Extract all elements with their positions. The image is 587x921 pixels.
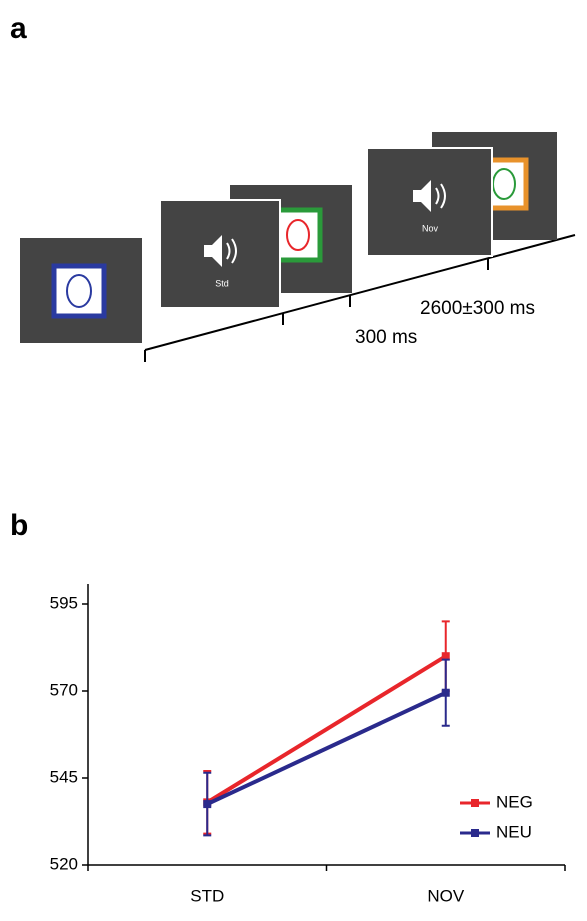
panel-label: a [10, 12, 27, 45]
diagram: Nov Std 300 ms 2600±300 ms [20, 132, 575, 362]
face-frame [278, 210, 320, 260]
point [203, 800, 211, 808]
figure: a b Nov Std 300 ms 260 [0, 0, 587, 916]
y-tick-label: 545 [50, 767, 78, 786]
panel-label: b [10, 509, 28, 542]
legend-label: NEG [496, 792, 533, 811]
chart: 520 545 570 595 STD NOV NEG NEU [50, 584, 565, 905]
legend-label: NEU [496, 822, 532, 841]
y-tick-label: 595 [50, 593, 78, 612]
legend-marker [471, 829, 479, 837]
series-line [207, 656, 446, 802]
x-tick-label: STD [190, 886, 224, 905]
x-tick-label: NOV [427, 886, 465, 905]
point [442, 689, 450, 697]
screen-text: Std [215, 278, 229, 288]
y-tick-label: 570 [50, 680, 78, 699]
face-frame [54, 266, 104, 316]
time-label: 2600±300 ms [420, 298, 535, 319]
legend-marker [471, 799, 479, 807]
y-tick-label: 520 [50, 854, 78, 873]
series-line [207, 693, 446, 804]
screen-text: Nov [422, 223, 439, 233]
time-label: 300 ms [355, 327, 417, 348]
